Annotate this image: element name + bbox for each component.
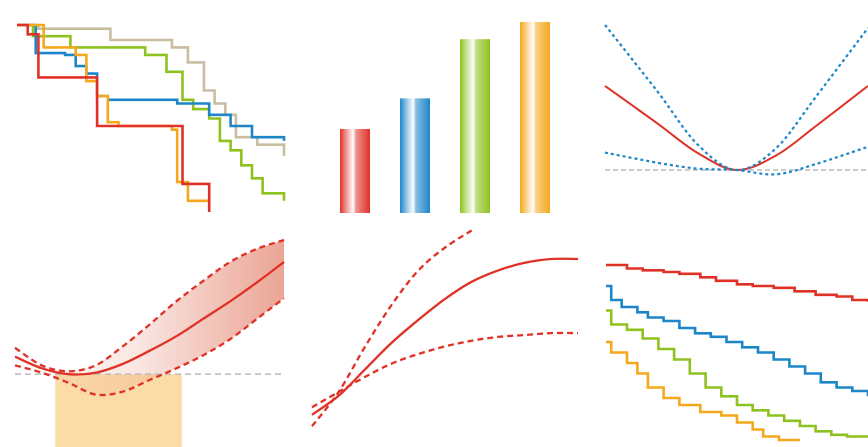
band-line-dashed-1 [14,238,285,373]
step-chart-2-svg [606,263,868,442]
step-series-blue [606,284,868,397]
confidence-band [15,240,284,395]
step-series-blue [17,23,286,141]
step-series-orange [606,340,800,442]
bar-blue [400,98,430,213]
step-series-orange [17,23,211,209]
parabola-red-solid-0 [604,85,868,172]
parabola-chart-top-right [580,0,868,225]
step-chart-top-left [0,0,290,225]
step-series-red [606,263,868,302]
bar-chart-svg [340,22,550,213]
curve-chart-svg [311,229,579,427]
parabola-blue-dotted-1 [604,24,868,172]
band-line-dashed-2 [14,297,285,397]
step-series-green [606,309,868,438]
band-chart-svg [14,238,285,447]
parabola-blue-dotted-2 [604,145,868,176]
curve-solid-0 [311,257,579,416]
curve-chart-bottom-center [290,225,580,447]
bar-chart-top-center [290,0,580,225]
step-series-tan [17,23,286,156]
bar-green [460,39,490,213]
band-line-solid-0 [14,260,285,376]
parabola-chart-svg [604,24,868,176]
step-series-green [17,23,286,201]
step-chart-svg [17,23,286,212]
bar-orange [520,22,550,213]
step-series-red [17,23,211,212]
bar-red [340,128,370,213]
curve-dashed-2 [311,331,579,409]
band-chart-bottom-left [0,225,290,447]
step-chart-bottom-right [580,225,868,447]
